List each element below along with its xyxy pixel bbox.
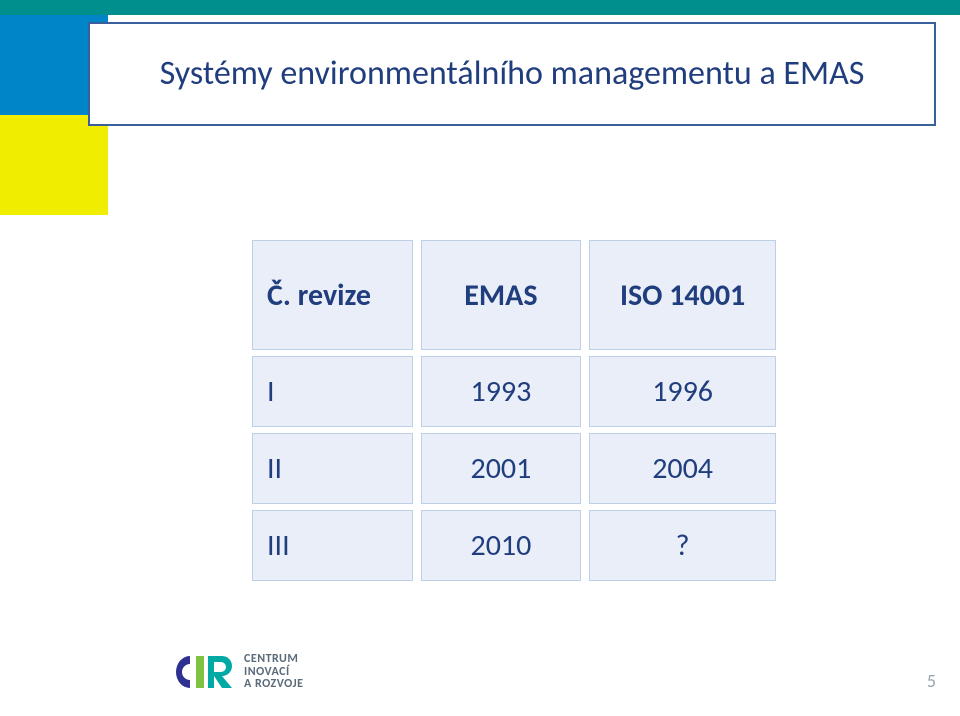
slide: Systémy environmentálního managementu a …: [0, 0, 960, 716]
cell-emas: 1993: [421, 356, 582, 427]
cell-emas: 2001: [421, 433, 582, 504]
cell-iso: 2004: [589, 433, 776, 504]
cir-logo-icon: [172, 650, 234, 694]
title-box: Systémy environmentálního managementu a …: [88, 22, 936, 126]
logo-text: CENTRUM INOVACÍ A ROZVOJE: [244, 653, 303, 691]
cell-emas: 2010: [421, 510, 582, 581]
table-header-row: Č. revize EMAS ISO 14001: [252, 240, 776, 350]
cell-iso: ?: [589, 510, 776, 581]
col-header-emas: EMAS: [421, 240, 582, 350]
top-stripe: [0, 0, 960, 15]
sidebar-filler: [0, 215, 108, 716]
cell-revize: I: [252, 356, 413, 427]
revisions-table: Č. revize EMAS ISO 14001 I 1993 1996 II …: [244, 234, 784, 587]
page-number: 5: [927, 670, 936, 692]
cell-revize: II: [252, 433, 413, 504]
footer-logo: CENTRUM INOVACÍ A ROZVOJE: [172, 650, 303, 694]
logo-line: A ROZVOJE: [244, 678, 303, 691]
table-row: I 1993 1996: [252, 356, 776, 427]
cell-revize: III: [252, 510, 413, 581]
table-row: II 2001 2004: [252, 433, 776, 504]
page-title: Systémy environmentálního managementu a …: [160, 54, 865, 95]
col-header-revize: Č. revize: [252, 240, 413, 350]
logo-line: CENTRUM: [244, 653, 303, 666]
col-header-iso14001: ISO 14001: [589, 240, 776, 350]
cell-iso: 1996: [589, 356, 776, 427]
table-row: III 2010 ?: [252, 510, 776, 581]
sidebar-yellow-block: [0, 115, 108, 215]
